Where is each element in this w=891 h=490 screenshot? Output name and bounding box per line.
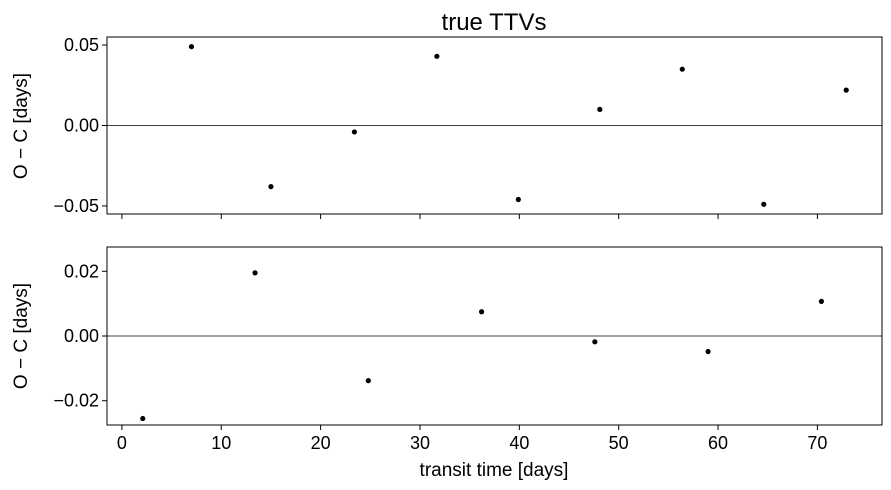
bottom-y-tick-label: 0.02	[64, 261, 99, 281]
top-data-point	[761, 201, 767, 207]
bottom-x-tick-label: 30	[410, 433, 430, 453]
bottom-data-point	[478, 309, 485, 315]
top-data-point	[268, 184, 274, 190]
bottom-x-tick-label: 10	[211, 433, 231, 453]
bottom-axes-frame	[106, 246, 883, 426]
bottom-data-point	[592, 339, 598, 345]
bottom-x-tick-label: 0	[117, 433, 127, 453]
top-data-point	[188, 44, 195, 50]
bottom-x-tick-label: 60	[708, 433, 728, 453]
bottom-data-point	[140, 415, 146, 422]
top-data-point	[843, 87, 849, 93]
bottom-data-point	[818, 298, 824, 304]
top-y-tick-label: −0.05	[53, 196, 99, 216]
bottom-x-tick-label: 70	[807, 433, 827, 453]
bottom-y-tick-label: 0.00	[64, 326, 99, 346]
top-axes-frame	[106, 36, 883, 215]
bottom-data-point	[705, 348, 711, 355]
top-data-point	[597, 106, 603, 113]
bottom-y-tick-label: −0.02	[53, 391, 99, 411]
bottom-x-tick-label: 40	[509, 433, 529, 453]
top-y-tick-label: 0.00	[64, 116, 99, 136]
bottom-x-tick-label: 50	[609, 433, 629, 453]
chart-title: true TTVs	[442, 9, 547, 36]
top-y-tick-label: 0.05	[64, 35, 99, 55]
bottom-x-tick-label: 20	[311, 433, 331, 453]
bottom-data-point	[252, 270, 258, 276]
top-y-axis-label: O − C [days]	[11, 73, 32, 179]
x-axis-label: transit time [days]	[420, 460, 569, 481]
top-data-point	[434, 53, 440, 59]
top-panel: O − C [days] −0.05 0.00 0.05	[11, 35, 883, 219]
bottom-panel: O − C [days] transit time [days] −0.02 0.…	[11, 246, 883, 481]
bottom-y-axis-label: O − C [days]	[11, 283, 32, 389]
top-data-point	[515, 196, 521, 203]
top-data-point	[351, 129, 358, 135]
bottom-data-point	[365, 378, 371, 384]
top-data-point	[679, 66, 685, 72]
